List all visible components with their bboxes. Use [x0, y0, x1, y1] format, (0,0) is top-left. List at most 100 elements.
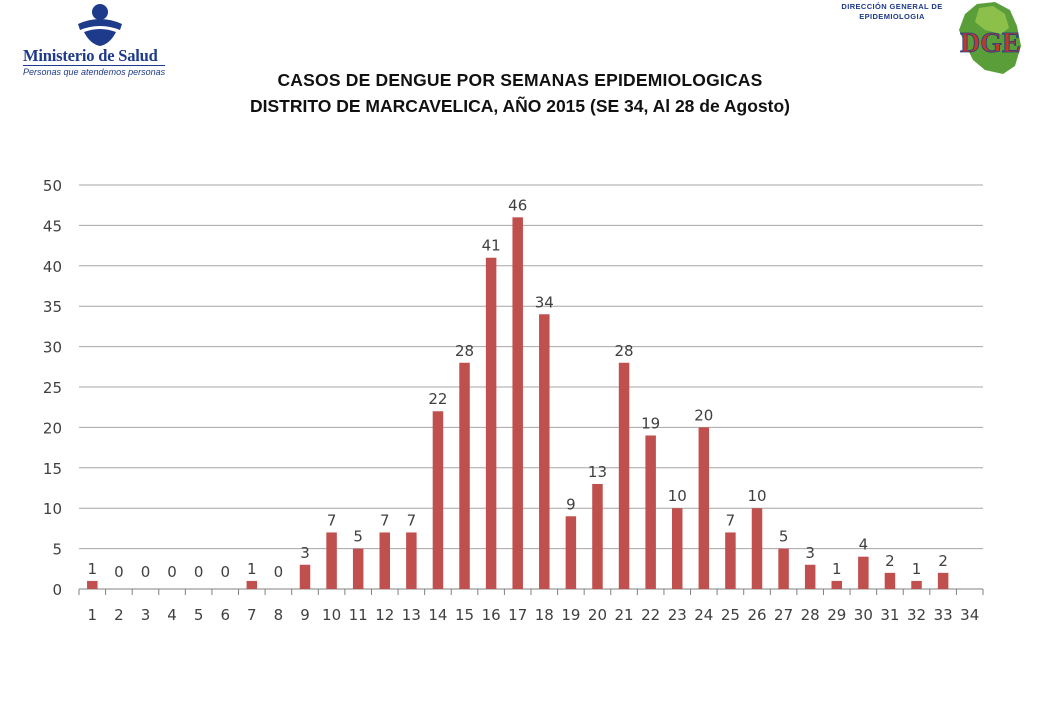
bar: [326, 532, 337, 589]
bar: [87, 580, 98, 589]
dge-peru-map-logo: DGE: [959, 2, 1021, 74]
bar: [937, 572, 949, 589]
data-label: 7: [407, 511, 417, 529]
data-label: 10: [668, 487, 687, 505]
bar: [352, 548, 364, 589]
x-tick-label: 4: [167, 606, 177, 624]
bar: [698, 427, 710, 589]
person-emblem-icon: [78, 4, 122, 46]
bar: [539, 314, 550, 589]
x-tick-label: 14: [428, 606, 447, 624]
x-tick-label: 8: [274, 606, 284, 624]
data-label: 9: [566, 495, 576, 513]
data-label: 0: [141, 563, 151, 581]
bar: [459, 362, 470, 589]
data-label: 20: [694, 406, 713, 424]
bar: [751, 508, 763, 589]
bar: [858, 556, 869, 589]
x-tick-label: 17: [508, 606, 527, 624]
dge-caption: DIRECCIÓN GENERAL DE EPIDEMIOLOGIA: [828, 2, 956, 22]
x-tick-label: 33: [934, 606, 953, 624]
y-tick-label: 40: [43, 258, 62, 276]
data-label: 1: [88, 560, 98, 578]
data-label: 46: [508, 196, 527, 214]
x-tick-label: 32: [907, 606, 926, 624]
x-tick-label: 3: [141, 606, 151, 624]
x-tick-label: 29: [827, 606, 846, 624]
x-tick-label: 25: [721, 606, 740, 624]
data-label: 0: [194, 563, 204, 581]
x-tick-label: 22: [641, 606, 660, 624]
x-tick-label: 18: [535, 606, 554, 624]
x-tick-label: 2: [114, 606, 124, 624]
data-label: 19: [641, 414, 660, 432]
data-label: 5: [353, 528, 363, 546]
ministry-slogan: Personas que atendemos personas: [23, 65, 166, 77]
y-tick-label: 15: [43, 460, 62, 478]
x-tick-label: 19: [561, 606, 580, 624]
y-tick-label: 20: [43, 419, 62, 437]
data-label: 22: [428, 390, 447, 408]
data-label: 3: [300, 544, 310, 562]
x-tick-label: 5: [194, 606, 204, 624]
bar: [379, 532, 391, 589]
bar: [645, 435, 656, 589]
x-tick-label: 13: [402, 606, 421, 624]
data-label: 3: [805, 544, 815, 562]
data-label: 2: [938, 552, 948, 570]
x-tick-label: 7: [247, 606, 257, 624]
y-tick-label: 35: [43, 298, 62, 316]
y-tick-label: 25: [43, 379, 62, 397]
ministry-name: Ministerio de Salud: [23, 46, 158, 65]
x-tick-label: 27: [774, 606, 793, 624]
bar: [884, 572, 896, 589]
x-tick-label: 12: [375, 606, 394, 624]
chart-title: CASOS DE DENGUE POR SEMANAS EPIDEMIOLOGI…: [277, 70, 763, 90]
data-label: 7: [726, 511, 736, 529]
bar: [671, 508, 683, 589]
y-tick-label: 5: [52, 541, 62, 559]
x-tick-label: 1: [88, 606, 98, 624]
y-tick-label: 30: [43, 339, 62, 357]
data-label: 1: [247, 560, 257, 578]
bar: [725, 532, 736, 589]
bar: [592, 483, 603, 589]
data-label: 2: [885, 552, 895, 570]
data-label: 28: [615, 342, 634, 360]
bar: [432, 411, 444, 589]
bar: [831, 580, 843, 589]
data-label: 4: [859, 536, 869, 554]
data-label: 28: [455, 342, 474, 360]
bar: [804, 564, 816, 589]
data-label: 41: [482, 237, 501, 255]
bar: [778, 548, 789, 589]
data-label: 34: [535, 293, 554, 311]
y-tick-label: 10: [43, 500, 62, 518]
data-label: 7: [380, 511, 390, 529]
data-label: 1: [832, 560, 842, 578]
data-label: 0: [114, 563, 124, 581]
x-tick-label: 20: [588, 606, 607, 624]
x-tick-label: 31: [880, 606, 899, 624]
bar: [246, 580, 258, 589]
bar: [565, 516, 577, 589]
y-tick-label: 50: [43, 177, 62, 195]
bar: [299, 564, 311, 589]
bar: [406, 532, 417, 589]
bar: [512, 217, 523, 589]
bar: [911, 580, 922, 589]
x-tick-label: 21: [615, 606, 634, 624]
x-tick-label: 30: [854, 606, 873, 624]
x-tick-label: 11: [349, 606, 368, 624]
bar: [485, 257, 497, 589]
data-label: 1: [912, 560, 922, 578]
chart-subtitle: DISTRITO DE MARCAVELICA, AÑO 2015 (SE 34…: [250, 96, 790, 116]
data-label: 5: [779, 528, 789, 546]
data-label: 0: [274, 563, 284, 581]
y-tick-label: 0: [52, 581, 62, 599]
dge-letters: DGE: [960, 28, 1021, 59]
x-tick-label: 16: [482, 606, 501, 624]
dengue-bar-chart: 0510152025303540455011020304050617083971…: [43, 177, 984, 624]
x-tick-label: 23: [668, 606, 687, 624]
x-tick-label: 28: [801, 606, 820, 624]
